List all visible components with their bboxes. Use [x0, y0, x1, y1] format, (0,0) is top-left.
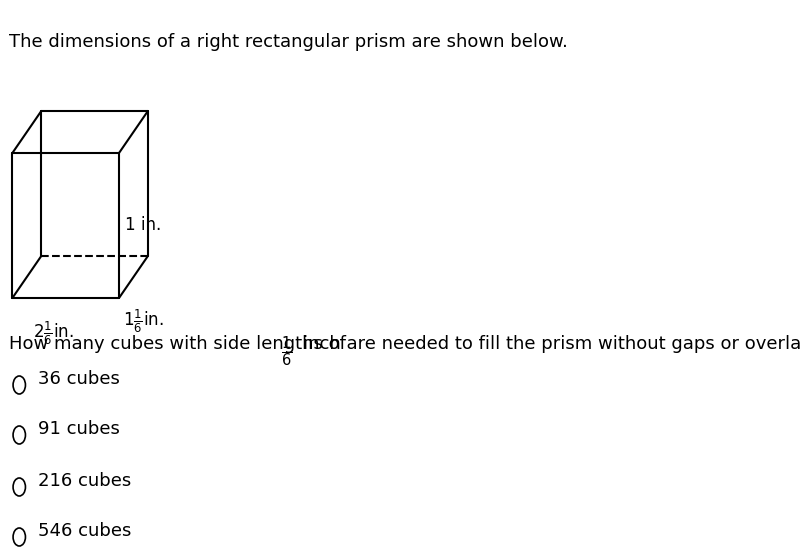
Text: $1\frac{1}{6}$in.: $1\frac{1}{6}$in.	[123, 308, 164, 336]
Text: How many cubes with side lengths of: How many cubes with side lengths of	[9, 335, 346, 353]
Text: The dimensions of a right rectangular prism are shown below.: The dimensions of a right rectangular pr…	[9, 33, 568, 51]
Text: $2\frac{1}{6}$in.: $2\frac{1}{6}$in.	[33, 320, 74, 347]
Text: 1 in.: 1 in.	[125, 217, 161, 234]
Text: inch are needed to fill the prism without gaps or overlaps?: inch are needed to fill the prism withou…	[302, 335, 800, 353]
Text: 91 cubes: 91 cubes	[38, 420, 120, 438]
Text: 36 cubes: 36 cubes	[38, 370, 120, 388]
Text: $\frac{1}{6}$: $\frac{1}{6}$	[281, 334, 292, 368]
Text: 546 cubes: 546 cubes	[38, 522, 131, 540]
Text: 216 cubes: 216 cubes	[38, 472, 131, 490]
